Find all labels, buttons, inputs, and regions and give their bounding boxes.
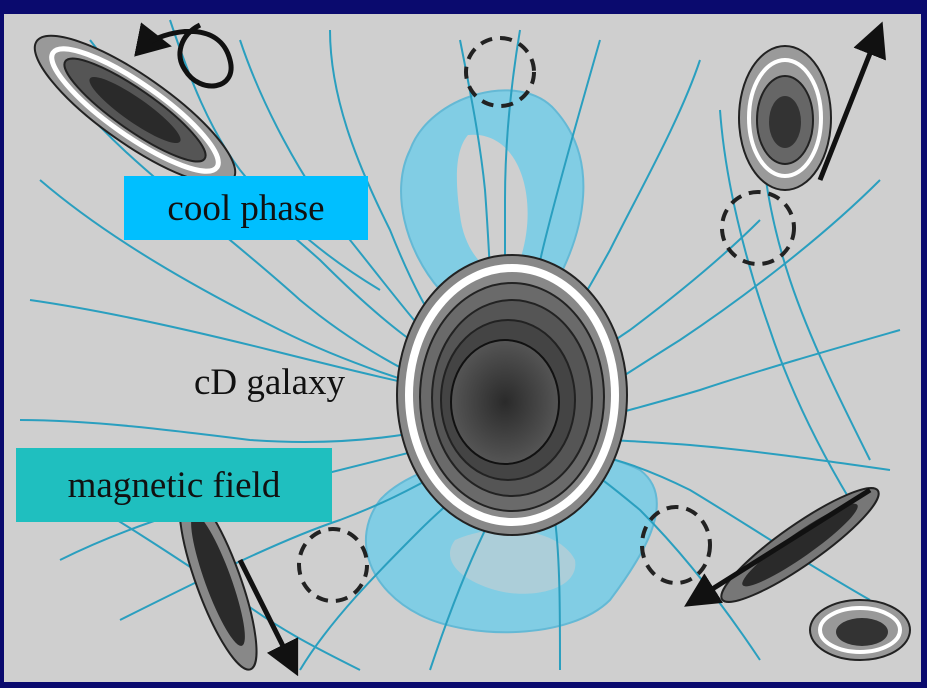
magnetic-field-box: [16, 448, 332, 522]
arrow-icon: [134, 21, 886, 677]
cd-galaxy-label: cD galaxy: [194, 362, 346, 403]
cool-phase-label: cool phase: [167, 187, 325, 229]
galaxy-icon: [738, 45, 832, 191]
galaxy-icon: [809, 599, 911, 661]
magnetic-field-label: magnetic field: [67, 464, 281, 506]
galaxy-icon: [396, 254, 628, 536]
cool-gas-hole: [449, 529, 576, 594]
galaxy-icon: [33, 34, 237, 186]
bubble-icon: [297, 36, 796, 603]
cool-gas-hole: [456, 134, 528, 273]
cool-phase-box: [124, 176, 368, 240]
